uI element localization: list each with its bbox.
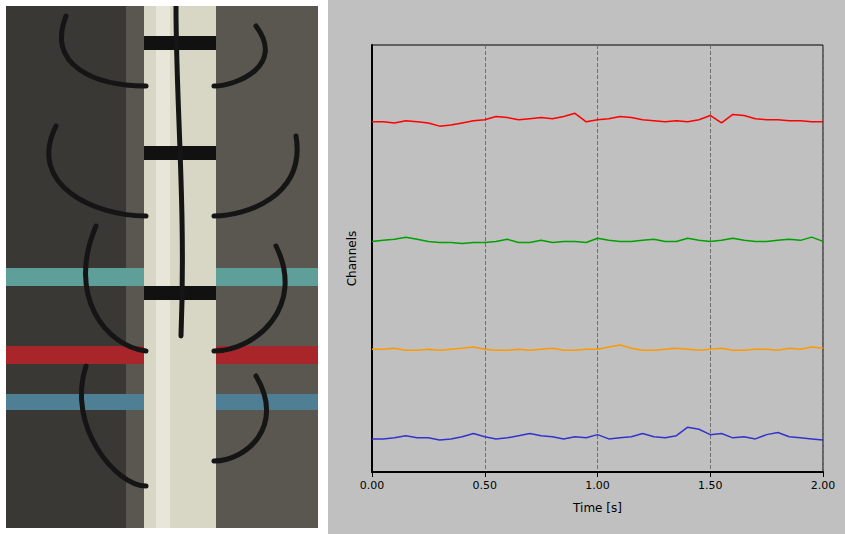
svg-text:0.50: 0.50 xyxy=(473,479,498,492)
svg-text:1.00: 1.00 xyxy=(585,479,610,492)
svg-text:Time [s]: Time [s] xyxy=(572,501,622,515)
svg-text:1.50: 1.50 xyxy=(698,479,723,492)
svg-text:2.00: 2.00 xyxy=(811,479,836,492)
svg-text:Channels: Channels xyxy=(345,231,359,287)
svg-text:0.00: 0.00 xyxy=(360,479,385,492)
